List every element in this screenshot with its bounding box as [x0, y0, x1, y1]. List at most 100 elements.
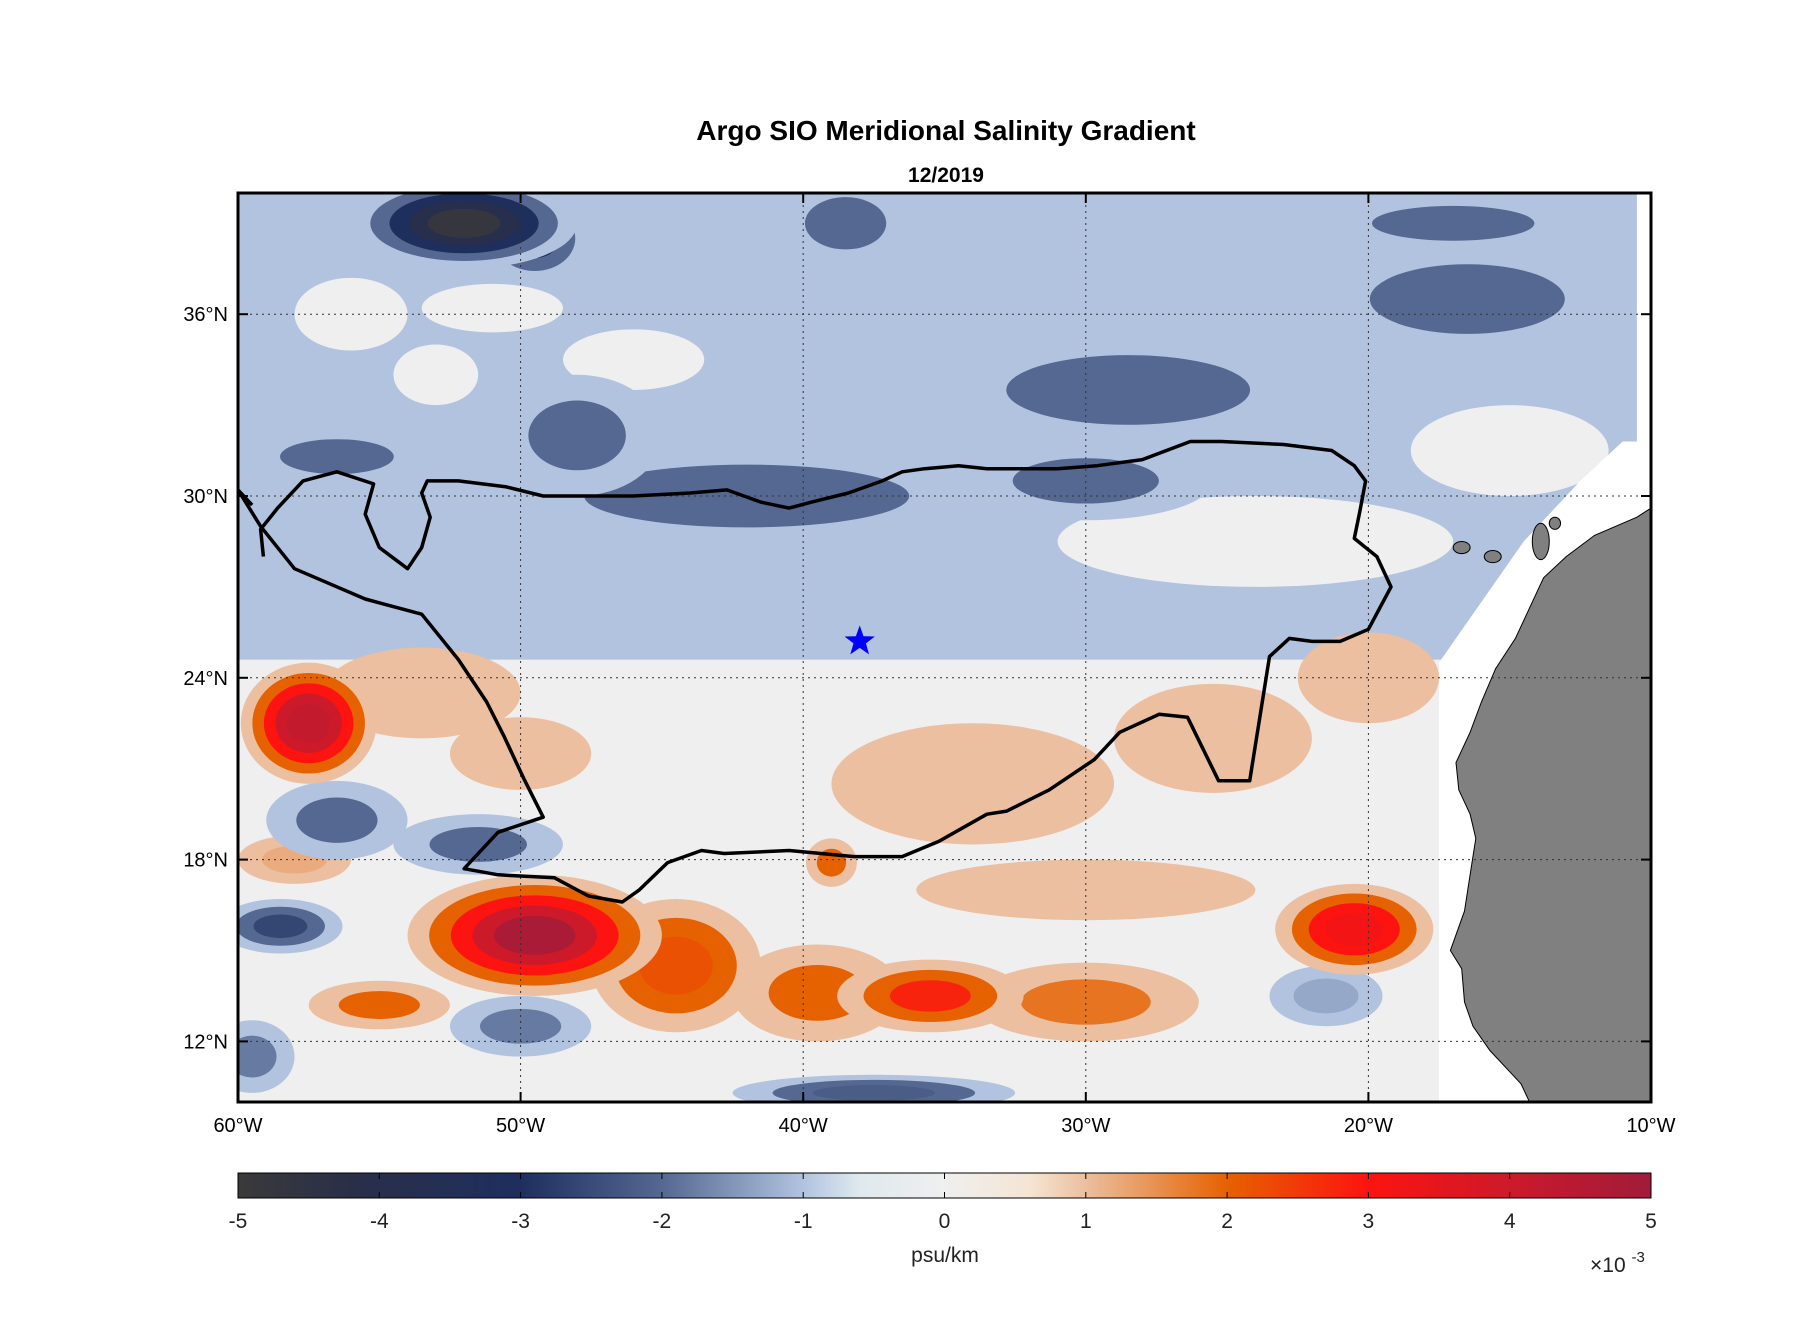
field-blob	[240, 662, 377, 784]
colorbar-multiplier: ×10 -3	[1590, 1249, 1645, 1277]
field-blob	[774, 193, 917, 269]
field-contour-level	[238, 1035, 277, 1078]
field-blob	[351, 193, 578, 269]
field-blob	[1114, 683, 1312, 793]
axis-ticks: 60°W 50°W 40°W 30°W 20°W 10°W 12°N 18°N 24°N 30°N…	[183, 193, 1676, 1137]
field-contours	[238, 193, 1637, 1102]
canary-island	[1531, 522, 1550, 561]
location-marker	[844, 625, 875, 655]
field-blob	[238, 1020, 295, 1093]
field-contour-level	[889, 980, 971, 1012]
field-blob	[294, 277, 408, 351]
field-blob	[837, 959, 1024, 1033]
field-contour-level	[286, 703, 331, 743]
field-contour-level	[812, 1085, 936, 1101]
field-contour-level	[479, 1008, 562, 1044]
field-contour-level	[831, 723, 1115, 845]
y-tick-label: 12°N	[183, 1031, 228, 1053]
plot-frame	[236, 191, 1653, 1104]
field-blob	[449, 995, 592, 1057]
colorbar-tick-label: 1	[1080, 1210, 1092, 1233]
y-tick-label: 24°N	[183, 668, 228, 690]
x-tick-label: 60°W	[213, 1115, 262, 1137]
field-contour-level	[1371, 205, 1535, 241]
field-contour-level	[1006, 355, 1251, 425]
field-blob	[266, 780, 408, 860]
field-blob	[1297, 632, 1440, 724]
field-contour-level	[280, 439, 394, 475]
canary-island	[1483, 550, 1502, 564]
colorbar-multiplier-base: ×10	[1590, 1254, 1626, 1277]
field-blob	[238, 426, 436, 487]
field-contour-level	[1297, 632, 1440, 724]
zero-contour-line	[238, 439, 1393, 904]
colorbar-multiplier-exp: -3	[1631, 1249, 1644, 1266]
colorbar-tick-label: -3	[511, 1210, 530, 1233]
colorbar-tick-label: -1	[794, 1210, 813, 1233]
field-blob	[1057, 496, 1454, 587]
canary-island	[1452, 540, 1471, 555]
colorbar-tick-label: -2	[653, 1210, 672, 1233]
field-blob	[393, 814, 563, 875]
star-marker	[844, 625, 875, 655]
colorbar-label: psu/km	[911, 1244, 979, 1267]
field-blob	[407, 874, 662, 996]
africa-landmass	[1449, 507, 1651, 1102]
colorbar-ticks: -5 -4 -3 -2 -1 0 1 2 3 4 5	[229, 1173, 1657, 1233]
field-contour-level	[804, 197, 887, 250]
field-contour-level	[449, 717, 592, 790]
field-contour-level	[562, 329, 705, 390]
field-contour-level	[338, 991, 420, 1019]
contour-path	[238, 439, 1393, 904]
x-tick-label: 20°W	[1344, 1115, 1393, 1137]
colorbar-tick-label: -4	[370, 1210, 389, 1233]
x-tick-label: 10°W	[1626, 1115, 1675, 1137]
field-contour-level	[494, 915, 576, 955]
map-plot-area	[238, 193, 1651, 1102]
field-contour-level	[429, 827, 527, 862]
field-contour-level	[296, 797, 378, 843]
colorbar-tick-label: 2	[1221, 1210, 1233, 1233]
field-blob	[492, 374, 662, 496]
y-tick-label: 36°N	[183, 304, 228, 326]
field-blob	[972, 962, 1199, 1042]
field-contour-level	[639, 936, 713, 995]
field-contour-level	[294, 277, 408, 351]
field-blob	[393, 344, 479, 406]
chart-subtitle: 12/2019	[908, 164, 984, 187]
field-contour-level	[421, 283, 563, 333]
field-blob	[958, 441, 1213, 521]
field-blob	[562, 329, 705, 390]
field-blob	[1410, 405, 1609, 496]
colorbar-tick-label: 5	[1645, 1210, 1657, 1233]
field-contour-level	[1114, 683, 1312, 793]
field-contour-level	[1325, 912, 1383, 946]
field-contour-level	[253, 914, 308, 939]
x-tick-label: 40°W	[779, 1115, 828, 1137]
field-blob	[916, 329, 1341, 451]
colorbar-tick-label: 3	[1363, 1210, 1375, 1233]
colorbar-tick-label: 4	[1504, 1210, 1516, 1233]
field-blob	[1311, 193, 1595, 254]
field-contour-level	[427, 208, 501, 238]
x-tick-label: 30°W	[1061, 1115, 1110, 1137]
colorbar-tick-label: 0	[939, 1210, 951, 1233]
canary-island	[1548, 516, 1562, 530]
field-contour-level	[1293, 978, 1359, 1014]
field-blob	[449, 717, 592, 790]
field-blob	[238, 898, 343, 954]
field-blob	[1275, 883, 1434, 975]
field-contour-level	[1057, 496, 1454, 587]
field-blob	[308, 980, 450, 1030]
field-contour-level	[1020, 979, 1151, 1025]
field-blob	[1297, 238, 1637, 360]
field-blob	[1269, 965, 1383, 1027]
y-tick-label: 18°N	[183, 850, 228, 872]
field-contour-level	[393, 344, 479, 406]
field-contour-level	[1410, 405, 1609, 496]
field-contour-level	[528, 400, 626, 471]
field-blob	[421, 283, 563, 333]
y-tick-label: 30°N	[183, 486, 228, 508]
x-tick-label: 50°W	[496, 1115, 545, 1137]
